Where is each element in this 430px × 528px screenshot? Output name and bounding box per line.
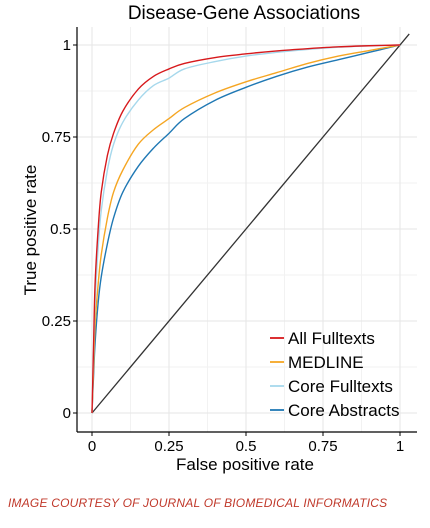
series-line-all-fulltexts <box>91 44 401 414</box>
y-tick-label: 0 <box>63 405 71 422</box>
plot-panel <box>77 27 417 433</box>
tick-labels: 0 0.25 0.5 0.75 1 0 0.25 0.5 0.75 1 <box>42 37 404 455</box>
x-tick-label: 0.25 <box>154 438 183 455</box>
x-tick-label: 0.5 <box>236 438 257 455</box>
x-tick-label: 0.75 <box>308 438 337 455</box>
chart-title: Disease-Gene Associations <box>128 3 360 24</box>
legend: All Fulltexts MEDLINE Core Fulltexts Core A… <box>270 329 400 420</box>
legend-label: All Fulltexts <box>288 329 375 348</box>
legend-label: MEDLINE <box>288 353 364 372</box>
series-lines <box>91 44 401 414</box>
series-line-core-fulltexts <box>91 44 401 414</box>
y-tick-label: 0.75 <box>42 129 71 146</box>
legend-label: Core Abstracts <box>288 401 400 420</box>
x-axis-title: False positive rate <box>176 455 314 474</box>
x-tick-label: 0 <box>88 438 96 455</box>
axes <box>73 27 417 436</box>
y-tick-label: 0.25 <box>42 313 71 330</box>
legend-label: Core Fulltexts <box>288 377 393 396</box>
diagonal-reference <box>91 33 410 414</box>
grid-lines <box>77 27 417 432</box>
x-tick-label: 1 <box>396 438 404 455</box>
y-tick-label: 0.5 <box>50 221 71 238</box>
diagonal-line <box>91 33 410 414</box>
image-credit: IMAGE COURTESY OF JOURNAL OF BIOMEDICAL … <box>8 496 388 510</box>
y-axis-title: True positive rate <box>21 165 40 296</box>
y-tick-label: 1 <box>63 37 71 54</box>
series-line-medline <box>91 44 401 414</box>
series-line-core-abstracts <box>91 44 401 414</box>
